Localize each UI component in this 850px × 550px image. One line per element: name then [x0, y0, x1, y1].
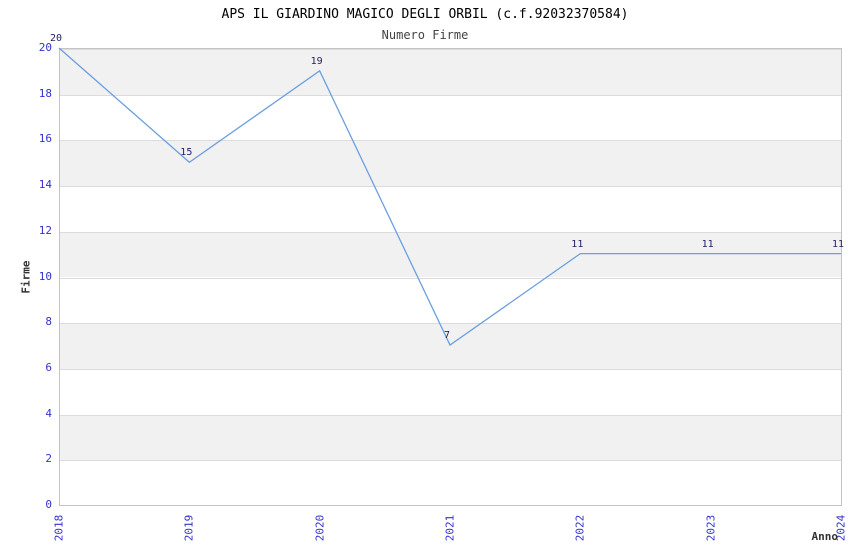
gridline: [60, 186, 841, 188]
y-tick-label: 4: [45, 406, 52, 420]
gridline: [60, 231, 841, 233]
data-point-label: 19: [310, 55, 323, 67]
plot-area: [59, 48, 842, 506]
data-point-label: 7: [443, 330, 451, 342]
x-tick-label: 2021: [443, 514, 457, 542]
y-tick-label: 8: [45, 315, 52, 329]
x-tick-label: 2023: [704, 514, 718, 542]
y-tick-label: 16: [38, 132, 52, 146]
grid-band: [60, 323, 841, 369]
x-tick-label: 2018: [52, 514, 66, 542]
data-point-label: 20: [49, 33, 63, 44]
gridline: [60, 460, 841, 462]
y-tick-label: 6: [45, 360, 52, 374]
gridline: [60, 277, 841, 279]
x-tick-label: 2019: [182, 514, 196, 542]
data-point-label: 11: [701, 238, 714, 250]
gridline: [60, 323, 841, 325]
grid-band: [60, 414, 841, 461]
y-tick-label: 10: [38, 269, 52, 283]
y-tick-label: 0: [45, 498, 52, 511]
y-tick-label: 12: [38, 223, 52, 237]
gridline: [60, 49, 841, 50]
data-point-label: 15: [180, 147, 193, 159]
data-point-label: 11: [571, 238, 584, 250]
data-point-label: 11: [831, 238, 845, 250]
gridline: [60, 140, 841, 142]
series-line: [58, 47, 841, 347]
y-tick-label: 18: [38, 86, 52, 100]
grid-band: [60, 49, 841, 95]
grid-band: [60, 231, 841, 278]
gridline: [60, 94, 841, 96]
x-tick-label: 2020: [313, 514, 327, 542]
grid-band: [60, 140, 841, 187]
gridline: [60, 414, 841, 416]
gridline: [60, 368, 841, 370]
x-tick-label: 2022: [573, 514, 587, 542]
chart-title: APS IL GIARDINO MAGICO DEGLI ORBIL (c.f.…: [221, 7, 629, 22]
y-tick-label: 14: [38, 178, 52, 192]
y-tick-label: 2: [45, 452, 52, 466]
y-axis-title: Firme: [19, 259, 33, 294]
y-tick-label: 20: [38, 41, 52, 54]
chart-subtitle: Numero Firme: [381, 28, 469, 42]
x-axis-title: Anno: [811, 530, 839, 543]
